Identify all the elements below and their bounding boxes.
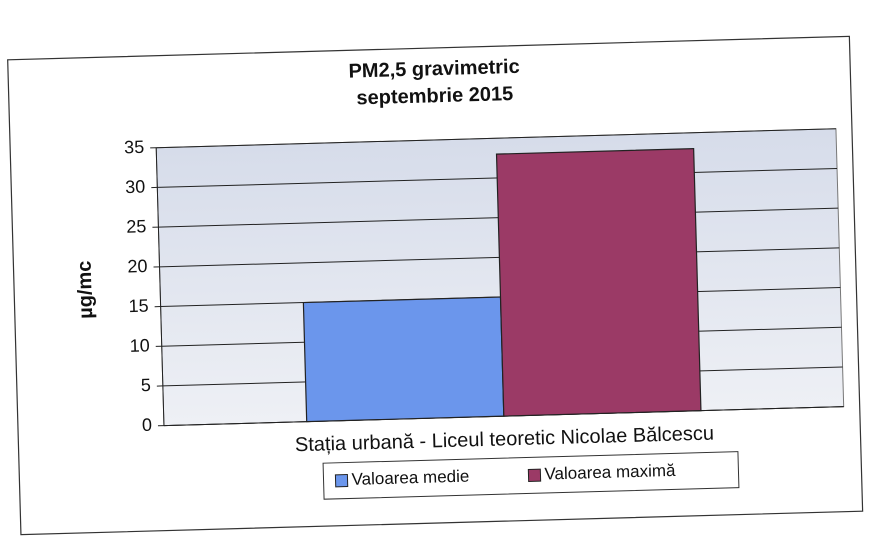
y-tick-label: 30 (125, 177, 146, 198)
bar (302, 296, 505, 423)
chart-body: PM2,5 gravimetric septembrie 2015 µg/mc … (7, 35, 864, 536)
y-tick-label: 35 (124, 137, 145, 158)
y-tick-label: 0 (142, 415, 153, 435)
legend-label: Valoarea medie (351, 467, 469, 489)
y-tick-label: 15 (128, 296, 149, 317)
y-tick-label: 10 (129, 335, 150, 356)
chart-subtitle: septembrie 2015 (356, 83, 513, 109)
chart-title: PM2,5 gravimetric (348, 56, 520, 83)
legend-swatch (334, 474, 349, 488)
y-tick-label: 5 (141, 375, 152, 395)
legend-label: Valoarea maximă (544, 461, 676, 484)
y-tick-label: 20 (127, 256, 148, 277)
legend-swatch (527, 468, 542, 482)
y-axis (155, 147, 165, 426)
grid-line (156, 128, 836, 149)
y-axis-label: µg/mc (74, 260, 98, 319)
bar (495, 147, 702, 417)
y-tick-label: 25 (126, 216, 147, 237)
